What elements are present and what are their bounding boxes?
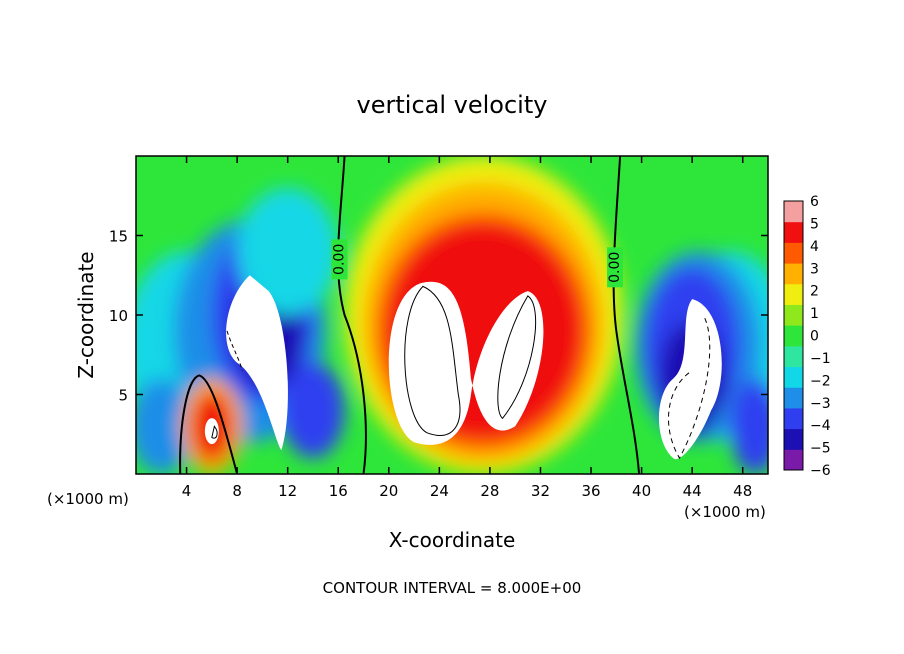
x-unit-label-right: (×1000 m) [684,503,766,521]
x-unit-label-left: (×1000 m) [47,490,129,508]
zero-contour-line [612,156,641,474]
plot-area: 0.00 0.00 [136,156,768,474]
x-tick-label: 24 [430,482,449,500]
colorbar-tick-label: 4 [810,239,819,255]
colorbar-frame [783,200,804,471]
x-tick-label: 40 [632,482,651,500]
colorbar-band [784,325,803,347]
negative-contour-line [226,330,243,371]
contour-label-bg [331,239,348,280]
contour-label-bg [607,247,624,288]
heatmap-blob [281,362,345,459]
inner-contour-line [211,425,218,439]
x-tick-label: 20 [379,482,398,500]
colorbar-tick-label: 5 [810,216,819,232]
heatmap-blob [237,187,339,315]
colorbar-band [784,283,803,305]
contour-label: 0.00 [607,252,623,283]
x-tick-label: 4 [182,482,192,500]
inner-contour-line [497,295,537,420]
colorbar-tick-label: 1 [810,306,819,322]
y-tick-label: 5 [118,387,128,405]
colorbar-tick-label: −2 [810,373,831,389]
x-tick-label: 28 [480,482,499,500]
colorbar-band [784,428,803,450]
zero-contour-line [337,156,367,474]
y-tick-label: 15 [109,228,128,246]
colorbar-band [784,201,803,223]
colorbar-band [784,304,803,326]
colorbar-tick-label: 3 [810,261,819,277]
saturated-region [226,275,288,451]
saturated-region [388,281,544,445]
x-tick-label: 12 [278,482,297,500]
x-tick-label: 16 [329,482,348,500]
colorbar-tick-label: 2 [810,284,819,300]
colorbar-tick-label: −1 [810,351,831,367]
negative-contour-line [668,317,711,460]
colorbar-tick-label: −4 [810,418,831,434]
colorbar-band [784,263,803,285]
colorbar-band [784,387,803,409]
x-tick-label: 32 [531,482,550,500]
y-tick-label: 10 [109,307,128,325]
colorbar-band [784,449,803,471]
colorbar-band [784,242,803,264]
colorbar-tick-label: −3 [810,396,831,412]
colorbar: 6 5 4 3 2 1 0 −1 −2 −3 −4 −5 −6 [783,194,831,479]
contour-label: 0.00 [332,244,348,275]
colorbar-tick-label: −6 [810,463,831,479]
colorbar-tick-label: 6 [810,194,819,210]
colorbar-tick-label: −5 [810,441,831,457]
colorbar-band [784,345,803,368]
colorbar-band [784,221,803,243]
inner-contour-line [404,285,461,436]
zero-contour-line [179,374,239,474]
heatmap-blob [730,378,768,474]
x-tick-label: 36 [581,482,600,500]
contour-interval-note: CONTOUR INTERVAL = 8.000E+00 [323,579,582,597]
y-axis-label: Z-coordinate [74,251,98,378]
chart-title: vertical velocity [357,91,548,119]
x-tick-label: 48 [733,482,752,500]
colorbar-tick-label: 0 [810,329,819,345]
x-axis-label: X-coordinate [389,528,516,552]
x-tick-label: 44 [683,482,702,500]
x-tick-label: 8 [232,482,242,500]
colorbar-band [784,407,803,430]
saturated-region [658,299,722,460]
heatmap-blob [136,378,193,474]
heatmap-field: 0.00 0.00 [136,156,768,474]
colorbar-band [784,366,803,388]
